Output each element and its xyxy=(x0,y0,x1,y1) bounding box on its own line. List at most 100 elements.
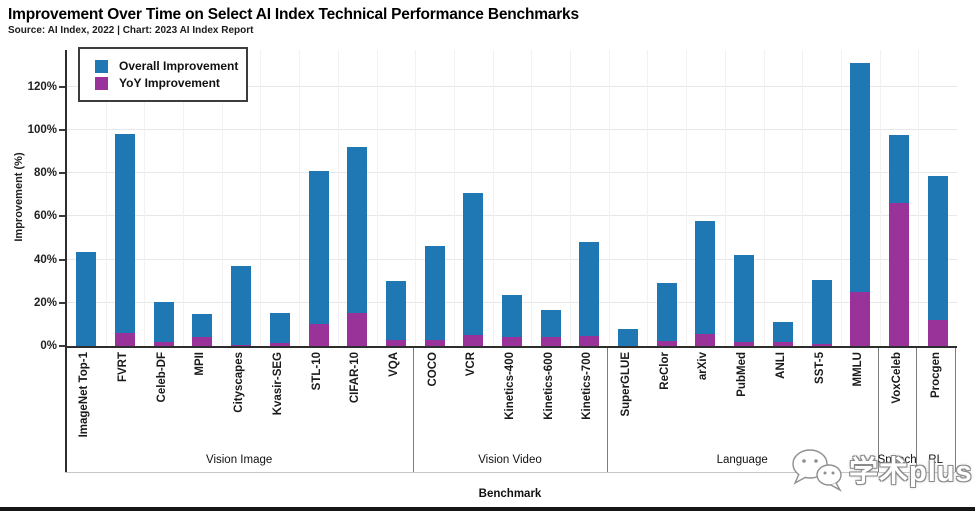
watermark-text: 学术plus xyxy=(849,456,973,488)
y-tick-mark xyxy=(59,258,65,261)
x-tick-label: MPII xyxy=(193,352,207,381)
x-tick-label-text: VQA xyxy=(387,352,400,377)
y-tick-mark xyxy=(59,345,65,347)
bar-overall-Kvasir-SEG xyxy=(269,312,290,346)
x-tick-label-text: Kinetics-600 xyxy=(542,352,555,420)
bar-overall-SuperGLUE xyxy=(618,328,639,346)
bar-yoy-VoxCeleb xyxy=(888,203,909,346)
y-tick-label: 0% xyxy=(40,340,57,352)
y-tick-mark xyxy=(59,301,65,304)
x-tick-label-text: MPII xyxy=(194,352,207,376)
legend-label-overall: Overall Improvement xyxy=(119,59,239,73)
x-tick-label: COCO xyxy=(426,352,440,392)
bar-overall-CIFAR-10 xyxy=(347,147,368,346)
v-gridline xyxy=(608,50,610,346)
x-tick-label-text: Celeb-DF xyxy=(155,352,168,403)
y-tick-label: 20% xyxy=(33,296,57,309)
v-gridline xyxy=(840,50,842,346)
x-tick-label-text: STL-10 xyxy=(310,352,323,391)
x-tick-label-text: Kvasir-SEG xyxy=(271,352,284,416)
bar-yoy-MMLU xyxy=(850,292,871,346)
y-tick-label: 40% xyxy=(33,253,57,266)
x-tick-label-text: Kinetics-700 xyxy=(581,352,594,420)
v-gridline xyxy=(337,50,339,346)
legend-swatch-overall-icon xyxy=(95,59,108,73)
x-tick-label-text: Procgen xyxy=(929,352,942,399)
bar-yoy-Kinetics-400 xyxy=(502,337,522,346)
x-tick-label-text: VCR xyxy=(465,352,478,377)
group-separator xyxy=(916,348,918,472)
wechat-chat-bubbles-icon xyxy=(792,449,842,492)
bar-yoy-ReClor xyxy=(656,340,677,346)
group-separator xyxy=(606,348,608,472)
bar-yoy-Celeb-DF xyxy=(153,341,174,346)
y-tick-mark xyxy=(59,128,65,131)
x-tick-label: Procgen xyxy=(929,352,943,403)
watermark: 学术plus xyxy=(789,443,973,495)
bar-overall-ImageNet Top-1 xyxy=(76,252,97,346)
legend-item-overall: Overall Improvement xyxy=(95,59,246,73)
bar-yoy-Kinetics-700 xyxy=(579,336,600,346)
v-gridline xyxy=(724,50,726,346)
bar-overall-ANLI xyxy=(772,322,793,346)
x-tick-label: VQA xyxy=(387,352,401,382)
v-gridline xyxy=(260,50,262,346)
y-tick-mark xyxy=(59,215,65,218)
v-gridline xyxy=(531,50,533,346)
group-band-bottom-line xyxy=(65,472,955,473)
v-gridline xyxy=(105,50,107,346)
y-gridline xyxy=(67,128,957,130)
y-tick-label: 100% xyxy=(27,123,57,136)
v-gridline xyxy=(144,50,146,346)
group-label: RL xyxy=(928,454,943,466)
bar-yoy-MPII xyxy=(192,337,213,346)
v-gridline xyxy=(221,50,223,346)
legend-swatch-yoy-icon xyxy=(95,76,108,90)
x-tick-label-text: COCO xyxy=(426,352,439,387)
chart-title: Improvement Over Time on Select AI Index… xyxy=(8,6,579,23)
bar-yoy-Kvasir-SEG xyxy=(269,342,290,346)
x-tick-label: Cityscapes xyxy=(232,352,246,418)
bar-overall-arXiv xyxy=(695,220,716,346)
x-tick-label: Kinetics-400 xyxy=(503,352,517,425)
legend-label-yoy: YoY Improvement xyxy=(119,76,220,90)
x-tick-label: Celeb-DF xyxy=(155,352,169,407)
bar-yoy-arXiv xyxy=(695,334,716,346)
bar-overall-ReClor xyxy=(656,283,677,346)
x-tick-label: VoxCeleb xyxy=(890,352,904,409)
x-tick-label: Kinetics-700 xyxy=(580,352,594,425)
bar-yoy-PubMed xyxy=(734,341,755,346)
x-tick-label: SST-5 xyxy=(813,352,827,389)
bar-overall-Cityscapes xyxy=(231,266,252,346)
legend-box: Overall Improvement YoY Improvement xyxy=(78,47,248,102)
x-tick-label-text: MMLU xyxy=(852,352,865,387)
y-tick-label: 60% xyxy=(33,210,57,223)
v-gridline xyxy=(802,50,804,346)
v-gridline xyxy=(763,50,765,346)
x-tick-label-text: arXiv xyxy=(697,352,710,381)
bar-yoy-CIFAR-10 xyxy=(347,312,368,346)
group-separator xyxy=(955,348,956,472)
x-tick-label-text: ReClor xyxy=(658,352,671,390)
x-tick-label-text: Cityscapes xyxy=(233,352,246,413)
bar-overall-Procgen xyxy=(927,176,948,346)
bar-overall-FVRT xyxy=(115,134,136,346)
group-label: Language xyxy=(716,454,768,466)
x-tick-label: VCR xyxy=(464,352,478,381)
bar-overall-PubMed xyxy=(734,255,755,346)
x-tick-label-text: ANLI xyxy=(774,352,787,379)
x-tick-label: Kinetics-600 xyxy=(542,352,556,425)
group-label: Vision Image xyxy=(205,454,273,466)
v-gridline xyxy=(918,50,920,346)
bar-yoy-ANLI xyxy=(772,341,793,346)
bar-yoy-COCO xyxy=(424,339,445,346)
y-gridline xyxy=(67,215,957,217)
group-label: Vision Video xyxy=(478,454,542,466)
y-tick-label: 120% xyxy=(27,80,57,93)
bar-overall-Celeb-DF xyxy=(153,301,174,346)
x-tick-label: FVRT xyxy=(116,352,130,387)
x-tick-label: ANLI xyxy=(774,352,788,384)
bar-overall-Kinetics-400 xyxy=(502,295,522,346)
x-tick-label-text: Kinetics-400 xyxy=(504,352,516,420)
